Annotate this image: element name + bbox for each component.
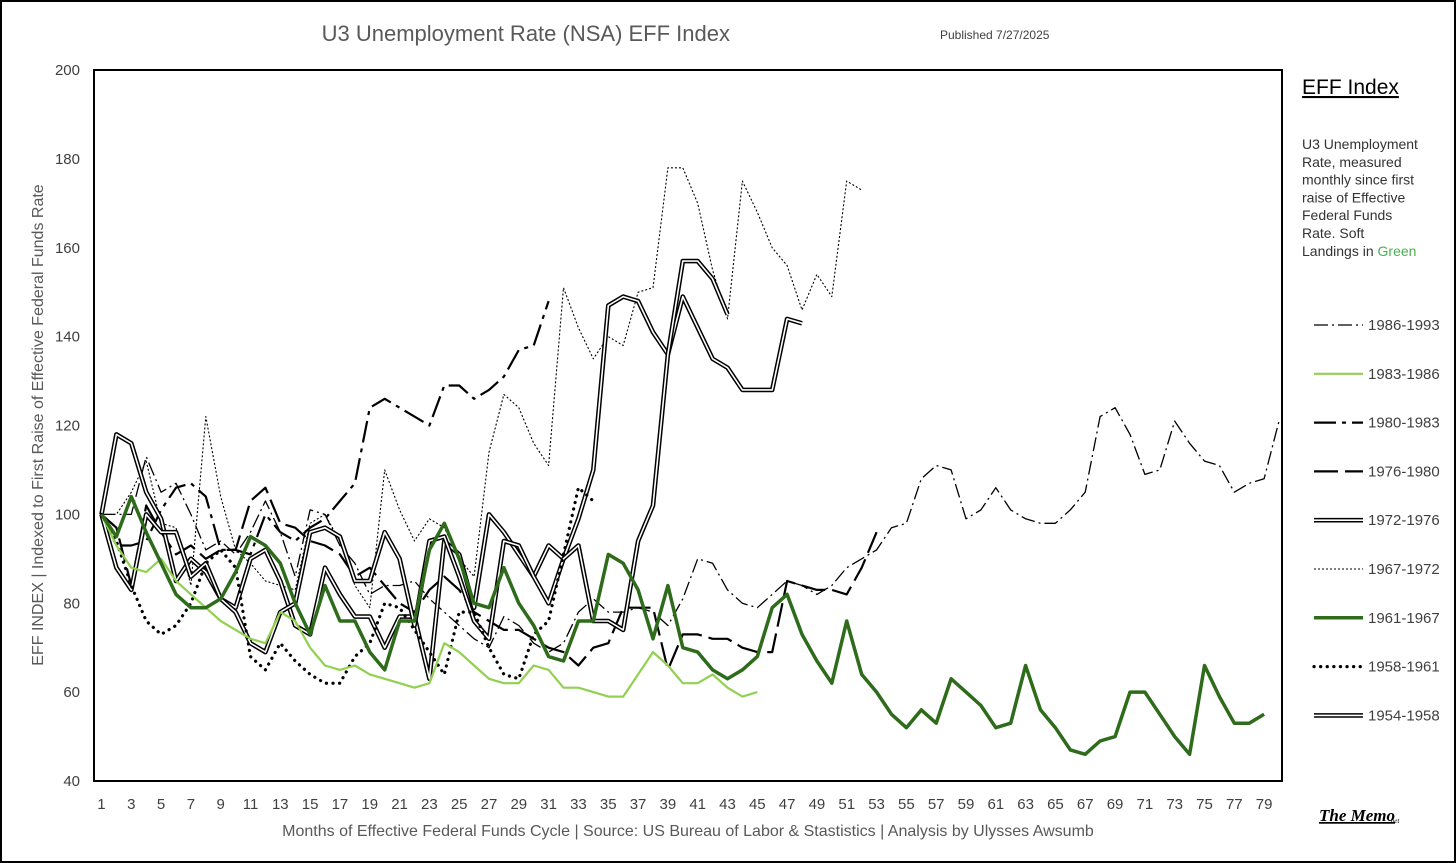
legend-note-line: Rate. Soft [1302,225,1364,241]
x-tick-label: 47 [779,796,796,813]
x-tick-label: 67 [1077,796,1094,813]
y-tick-label: 200 [55,62,80,79]
x-tick-label: 5 [157,796,165,813]
legend-label-1967-1972: 1967-1972 [1368,561,1440,578]
x-tick-label: 73 [1166,796,1183,813]
y-axis-label: EFF INDEX | Indexed to First Raise of Ef… [30,184,47,665]
legend: 1986-1993 1983-1986 1980-1983 1976-1980 1972… [1312,317,1440,724]
x-tick-label: 49 [809,796,826,813]
y-tick-label: 100 [55,506,80,523]
plot-area-border [93,69,1283,782]
series-line-1983-1986 [100,513,758,698]
x-tick-label: 7 [187,796,195,813]
legend-title: EFF Index [1302,76,1399,99]
x-tick-label: 75 [1196,796,1213,813]
y-tick-label: 120 [55,418,80,435]
x-axis-ticks: 1 3 5 7 9 11 13 15 17 19 21 23 25 27 29 31 33 35 37 39 41 43 4… [97,796,1272,813]
chart-subtitle: Published 7/27/2025 [940,28,1050,42]
y-tick-label: 140 [55,329,80,346]
x-tick-label: 57 [928,796,945,813]
x-tick-label: 31 [540,796,557,813]
x-tick-label: 55 [898,796,915,813]
x-tick-label: 19 [361,796,378,813]
x-tick-label: 71 [1137,796,1154,813]
legend-label-1976-1980: 1976-1980 [1368,463,1440,480]
y-axis-ticks: 40 60 80 100 120 140 160 180 200 [55,62,80,790]
legend-note-line: monthly since first [1302,172,1414,188]
legend-note-line: Rate, measured [1302,154,1402,170]
y-tick-label: 160 [55,240,80,257]
legend-note-line: Landings in Green [1302,243,1416,259]
x-tick-label: 1 [97,796,105,813]
plot-series [99,167,1280,757]
series-line-1961-1967 [100,494,1265,757]
x-tick-label: 37 [630,796,647,813]
legend-label-1986-1993: 1986-1993 [1368,317,1440,334]
series-line-1972-1976-inner [100,260,729,653]
x-tick-label: 61 [987,796,1004,813]
y-tick-label: 180 [55,151,80,168]
brand-logo: The Memo [1319,806,1395,825]
legend-label-1980-1983: 1980-1983 [1368,415,1440,432]
legend-label-1958-1961: 1958-1961 [1368,659,1440,676]
legend-note-text: Landings in [1302,243,1378,259]
x-tick-label: 15 [302,796,319,813]
x-tick-label: 79 [1256,796,1273,813]
legend-note: U3 Unemployment Rate, measured monthly sin… [1302,136,1418,259]
x-tick-label: 53 [868,796,885,813]
x-tick-label: 69 [1107,796,1124,813]
x-tick-label: 51 [838,796,855,813]
x-tick-label: 59 [958,796,975,813]
series-line-1967-1972 [101,167,862,609]
legend-label-1961-1967: 1961-1967 [1368,610,1440,627]
legend-note-line: Federal Funds [1302,207,1392,223]
x-tick-label: 3 [127,796,135,813]
legend-label-1983-1986: 1983-1986 [1368,366,1440,383]
chart-title: U3 Unemployment Rate (NSA) EFF Index [322,21,730,46]
x-tick-label: 45 [749,796,766,813]
x-tick-label: 41 [689,796,706,813]
series-line-1976-1980 [100,486,878,671]
legend-note-line: U3 Unemployment [1302,136,1418,152]
x-tick-label: 35 [600,796,617,813]
legend-label-1954-1958: 1954-1958 [1368,707,1440,724]
x-tick-label: 43 [719,796,736,813]
x-tick-label: 33 [570,796,587,813]
x-tick-label: 63 [1017,796,1034,813]
series-line-1980-1983 [100,300,550,556]
legend-label-1972-1976: 1972-1976 [1368,512,1440,529]
series-line-1954-1958-outer [99,294,803,682]
y-tick-label: 40 [63,773,80,790]
x-tick-label: 65 [1047,796,1064,813]
x-axis-label: Months of Effective Federal Funds Cycle … [282,823,1094,840]
x-tick-label: 23 [421,796,438,813]
legend-note-green: Green [1378,243,1417,259]
x-tick-label: 77 [1226,796,1243,813]
x-tick-label: 25 [451,796,468,813]
x-tick-label: 17 [332,796,349,813]
series-line-1954-1958-inner [100,295,803,680]
y-tick-label: 80 [63,595,80,612]
x-tick-label: 29 [510,796,527,813]
y-tick-label: 60 [63,684,80,701]
series-line-1958-1961 [99,486,595,685]
x-tick-label: 21 [391,796,408,813]
series-line-1986-1993 [101,407,1280,653]
x-tick-label: 9 [217,796,225,813]
x-tick-label: 27 [481,796,498,813]
brand-suffix: .net [1389,817,1400,825]
legend-note-line: raise of Effective [1302,189,1405,205]
x-tick-label: 13 [272,796,289,813]
x-tick-label: 39 [660,796,677,813]
x-tick-label: 11 [243,796,259,813]
